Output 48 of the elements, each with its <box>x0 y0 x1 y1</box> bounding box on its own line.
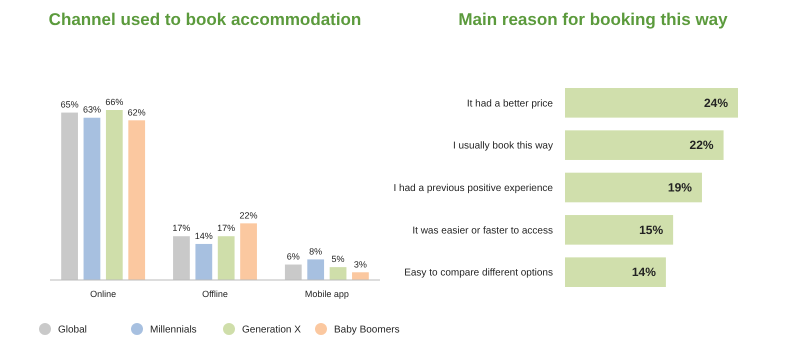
data-label: 3% <box>354 259 367 270</box>
data-label: 22% <box>690 138 714 152</box>
data-label: 8% <box>309 246 322 256</box>
bar <box>128 120 146 280</box>
data-label: 19% <box>668 180 692 194</box>
y-tick-label: I had a previous positive experience <box>393 183 554 194</box>
data-label: 5% <box>332 254 345 264</box>
legend-label: Global <box>58 324 87 336</box>
bar <box>330 267 346 280</box>
bar <box>565 88 738 118</box>
y-tick-label: It had a better price <box>466 98 554 110</box>
bar <box>284 264 302 280</box>
bar <box>307 259 324 280</box>
data-label: 15% <box>639 222 664 237</box>
data-label: 62% <box>128 107 146 118</box>
data-label: 17% <box>217 223 236 234</box>
data-label: 14% <box>632 265 656 280</box>
legend-label: Generation X <box>242 324 302 336</box>
data-label: 63% <box>82 104 101 115</box>
legend-label: Baby Boomers <box>334 324 400 336</box>
bar <box>61 112 78 280</box>
y-tick-label: It was easier or faster to access <box>412 225 553 236</box>
data-label: 6% <box>286 252 300 262</box>
y-tick-label: I usually book this way <box>452 140 553 152</box>
bar <box>218 236 235 280</box>
chart-title: Channel used to book accommodation <box>48 10 362 29</box>
x-tick-label: Online <box>90 289 116 299</box>
x-tick-label: Offline <box>202 289 228 299</box>
bar <box>84 118 100 280</box>
bar <box>565 172 702 202</box>
bar <box>565 130 724 160</box>
legend-label: Millennials <box>150 324 197 336</box>
x-tick-label: Mobile app <box>304 289 349 299</box>
data-label: 65% <box>60 100 79 110</box>
bar <box>565 257 666 287</box>
y-tick-label: Easy to compare different options <box>404 268 553 279</box>
bar <box>195 244 212 280</box>
bar <box>106 110 123 280</box>
data-label: 14% <box>194 230 213 241</box>
bar <box>240 223 257 280</box>
chart-title: Main reason for booking this way <box>458 10 728 29</box>
data-label: 24% <box>704 96 728 110</box>
data-label: 66% <box>105 97 124 107</box>
data-label: 22% <box>240 210 258 220</box>
bar <box>352 272 369 280</box>
data-label: 17% <box>172 223 190 234</box>
bar <box>173 236 190 280</box>
bar <box>565 215 674 245</box>
